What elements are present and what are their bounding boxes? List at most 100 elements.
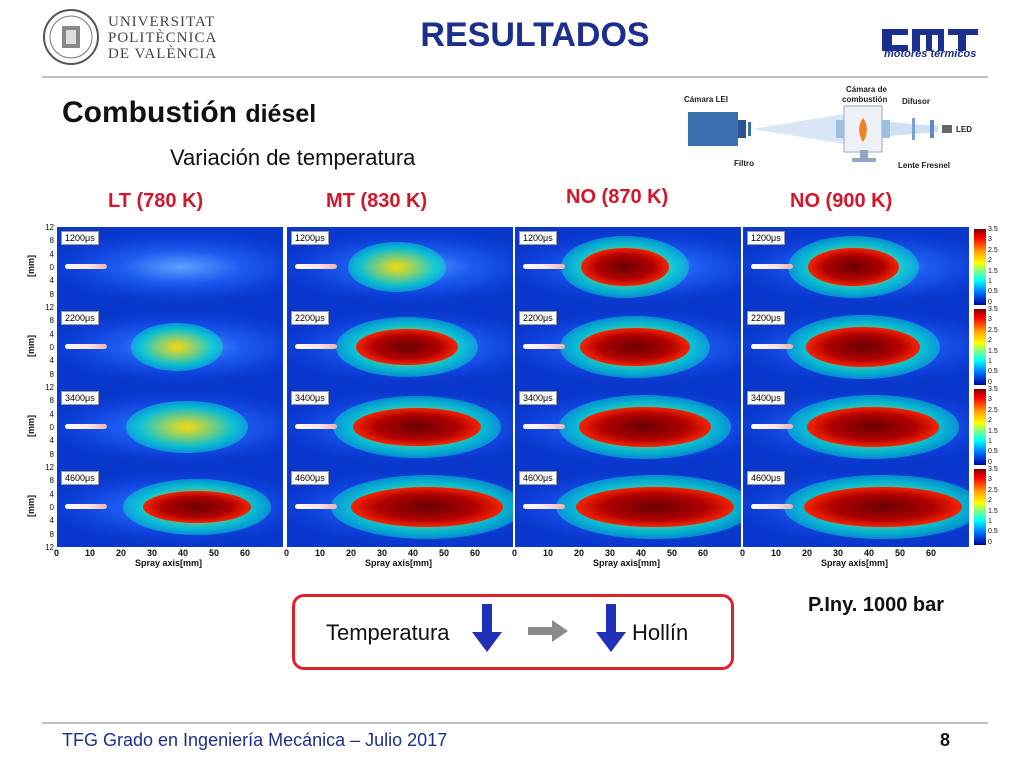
spray-liquid-core xyxy=(751,264,793,269)
y-tick-label: 0 xyxy=(49,502,54,512)
soot-region xyxy=(803,486,963,528)
colorbar-tick: 1 xyxy=(988,518,992,525)
colorbar-tick: 0.5 xyxy=(988,368,998,376)
lens-label: Lente Fresnel xyxy=(898,161,950,170)
x-tick-label: 0 xyxy=(740,548,746,558)
time-label: 3400μs xyxy=(61,391,99,405)
colorbar xyxy=(974,469,986,545)
spray-liquid-core xyxy=(65,264,107,269)
x-axis-label: Spray axis[mm] xyxy=(593,558,661,568)
x-tick-label: 50 xyxy=(667,548,678,558)
time-label: 3400μs xyxy=(291,391,329,405)
colorbar-tick: 1.5 xyxy=(988,427,998,435)
diffuser-label: Difusor xyxy=(902,97,930,106)
x-tick-label: 60 xyxy=(240,548,251,558)
x-tick-label: 10 xyxy=(771,548,782,558)
y-tick-label: 4 xyxy=(49,276,54,286)
y-tick-label: 4 xyxy=(49,249,54,259)
arrow-right-icon xyxy=(528,620,568,642)
colorbar-tick: 3.5 xyxy=(988,306,998,313)
y-tick-label: 8 xyxy=(49,449,54,459)
y-axis-label: [mm] xyxy=(26,495,36,517)
led-label: LED xyxy=(956,125,972,134)
arrow-down-icon xyxy=(472,604,502,652)
time-label: 1200μs xyxy=(61,231,99,245)
colorbar-tick: 3 xyxy=(988,316,992,324)
colorbar-tick: 2.5 xyxy=(988,486,998,494)
temperature-panel: 3400μs xyxy=(515,387,741,467)
x-tick-label: 20 xyxy=(116,548,127,558)
soot-region xyxy=(581,248,669,286)
colorbar-tick: 0.5 xyxy=(988,528,998,536)
x-tick-label: 30 xyxy=(147,548,158,558)
chamber-label-2: combustión xyxy=(842,95,887,104)
temperature-panel: 4600μs xyxy=(287,467,513,547)
y-tick-label: 8 xyxy=(49,289,54,299)
y-tick-label: 4 xyxy=(49,436,54,446)
time-label: 1200μs xyxy=(747,231,785,245)
soot-region xyxy=(578,407,712,447)
footer-divider xyxy=(42,722,988,724)
spray-liquid-core xyxy=(295,264,337,269)
x-axis-label: Spray axis[mm] xyxy=(821,558,889,568)
y-tick-label: 12 xyxy=(45,462,54,472)
x-tick-label: 10 xyxy=(85,548,96,558)
spray-liquid-core xyxy=(295,504,337,509)
colorbar xyxy=(974,389,986,465)
temperature-panel: 3400μs xyxy=(287,387,513,467)
spray-liquid-core xyxy=(751,424,793,429)
page-title: RESULTADOS xyxy=(420,16,650,54)
time-label: 2200μs xyxy=(519,311,557,325)
camera-body xyxy=(688,112,738,146)
soot-region xyxy=(353,407,481,447)
y-tick-label: 4 xyxy=(49,489,54,499)
x-tick-label: 60 xyxy=(698,548,709,558)
cmt-logo xyxy=(882,29,978,51)
time-label: 4600μs xyxy=(291,471,329,485)
colorbar-tick: 2.5 xyxy=(988,406,998,414)
y-tick-label: 8 xyxy=(49,316,54,326)
y-tick-label: 4 xyxy=(49,409,54,419)
temperature-panel: 4600μs xyxy=(743,467,969,547)
page-number: 8 xyxy=(940,730,951,750)
x-tick-label: 10 xyxy=(315,548,326,558)
flame-glow xyxy=(126,400,248,454)
x-tick-label: 0 xyxy=(512,548,518,558)
y-tick-label: 4 xyxy=(49,329,54,339)
spray-liquid-core xyxy=(523,504,565,509)
time-label: 4600μs xyxy=(61,471,99,485)
flame-glow xyxy=(130,323,224,371)
time-label: 2200μs xyxy=(747,311,785,325)
colorbar-tick: 0.5 xyxy=(988,288,998,296)
spray-liquid-core xyxy=(523,344,565,349)
x-axis-label: Spray axis[mm] xyxy=(365,558,433,568)
spray-liquid-core xyxy=(295,424,337,429)
x-tick-label: 40 xyxy=(864,548,875,558)
x-tick-label: 60 xyxy=(926,548,937,558)
condition-label-lt: LT (780 K) xyxy=(108,190,204,212)
section-heading-small: diésel xyxy=(245,100,317,128)
temperature-panel: 2200μs xyxy=(287,307,513,387)
spray-liquid-core xyxy=(65,344,107,349)
colorbar-tick: 0.5 xyxy=(988,448,998,456)
footer-text: TFG Grado en Ingeniería Mecánica – Julio… xyxy=(62,730,448,750)
y-tick-label: 0 xyxy=(49,262,54,272)
colorbar xyxy=(974,309,986,385)
colorbar-tick: 3.5 xyxy=(988,226,998,233)
summary-temperature-word: Temperatura xyxy=(326,620,450,645)
university-name: UNIVERSITAT POLITÈCNICA DE VALÈNCIA xyxy=(108,14,217,62)
x-tick-label: 40 xyxy=(408,548,419,558)
time-label: 2200μs xyxy=(291,311,329,325)
x-tick-label: 20 xyxy=(802,548,813,558)
temperature-panel: 2200μs xyxy=(743,307,969,387)
x-tick-label: 20 xyxy=(346,548,357,558)
flame-glow xyxy=(348,241,446,293)
x-tick-label: 0 xyxy=(284,548,290,558)
y-axis-label: [mm] xyxy=(26,255,36,277)
y-tick-label: 4 xyxy=(49,516,54,526)
y-tick-label: 8 xyxy=(49,236,54,246)
colorbar-tick: 2 xyxy=(988,497,992,505)
colorbar-tick: 0 xyxy=(988,298,992,306)
spray-liquid-core xyxy=(65,504,107,509)
x-tick-label: 0 xyxy=(54,548,60,558)
